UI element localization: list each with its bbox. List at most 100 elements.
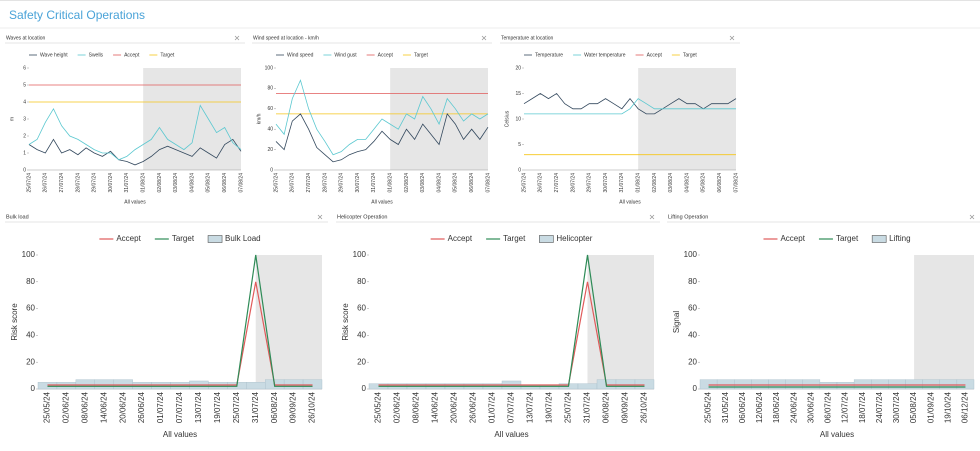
legend-label: Wind gust — [334, 52, 357, 58]
y-tick-label: 0 — [31, 384, 36, 393]
x-tick-label: 13/07/24 — [526, 391, 535, 423]
legend-swatch — [871, 235, 887, 243]
y-tick-label: 5 — [518, 142, 521, 148]
legend-label: Target — [414, 52, 429, 58]
y-axis-label: Risk score — [10, 303, 19, 341]
y-tick-label: 6 — [23, 65, 26, 71]
y-tick-label: 60 — [267, 106, 273, 112]
x-tick-label: 02/06/24 — [393, 391, 402, 423]
x-axis-label: All values — [494, 430, 528, 439]
x-tick-label: 05/08/24 — [701, 173, 707, 193]
x-tick-label: 01/09/24 — [926, 391, 935, 423]
forecast-shade — [914, 255, 974, 389]
legend-swatch — [207, 235, 223, 243]
y-tick-label: 3 — [23, 116, 26, 122]
x-tick-label: 28/07/24 — [75, 173, 81, 193]
bar — [208, 382, 228, 390]
x-tick-label: 25/07/24 — [564, 391, 573, 423]
x-tick-label: 13/07/24 — [194, 391, 203, 423]
y-tick-label: 0 — [23, 167, 26, 173]
close-icon[interactable] — [729, 35, 735, 41]
x-tick-label: 05/08/24 — [453, 173, 459, 193]
y-tick-label: 20 — [267, 147, 273, 153]
legend-swatch — [539, 235, 554, 243]
x-tick-label: 26/10/24 — [308, 391, 317, 423]
x-tick-label: 20/06/24 — [450, 391, 459, 423]
series-line — [47, 281, 313, 386]
bar — [802, 379, 821, 390]
legend-label: Water temperature — [584, 52, 626, 58]
x-tick-label: 08/06/24 — [80, 391, 89, 423]
x-axis-label: All values — [124, 199, 146, 205]
y-tick-label: 0 — [518, 167, 521, 173]
y-tick-label: 4 — [23, 99, 26, 105]
y-tick-label: 80 — [688, 277, 697, 286]
x-tick-label: 14/06/24 — [431, 391, 440, 423]
x-tick-label: 25/05/24 — [43, 391, 52, 423]
bar — [734, 379, 752, 390]
x-tick-label: 27/07/24 — [554, 173, 560, 193]
page-title: Safety Critical Operations — [9, 8, 145, 22]
x-tick-label: 31/07/24 — [583, 391, 592, 423]
close-icon[interactable] — [969, 214, 975, 220]
x-tick-label: 24/07/24 — [875, 391, 884, 423]
panel-title: Wind speed at location - km/h — [253, 35, 319, 41]
bar — [699, 379, 718, 390]
bar — [151, 382, 171, 390]
x-tick-label: 03/08/24 — [420, 173, 426, 193]
legend-label: Temperature — [535, 52, 563, 58]
x-tick-label: 29/07/24 — [587, 173, 593, 193]
y-tick-label: 100 — [265, 65, 274, 71]
x-tick-label: 18/06/24 — [772, 391, 781, 423]
x-tick-label: 26/07/24 — [290, 173, 296, 193]
y-axis-label: Signal — [672, 311, 681, 333]
y-tick-label: 20 — [26, 357, 35, 366]
close-icon[interactable] — [317, 214, 323, 220]
y-axis-label: m — [9, 117, 15, 121]
x-tick-label: 07/08/24 — [733, 173, 739, 193]
y-tick-label: 40 — [688, 331, 697, 340]
close-icon[interactable] — [649, 214, 655, 220]
close-icon[interactable] — [481, 35, 487, 41]
x-tick-label: 28/07/24 — [322, 173, 328, 193]
x-tick-label: 18/07/24 — [858, 391, 867, 423]
bar — [283, 379, 304, 390]
y-tick-label: 60 — [357, 304, 366, 313]
legend-label: Accept — [124, 52, 140, 58]
x-tick-label: 25/07/24 — [521, 173, 527, 193]
y-tick-label: 0 — [693, 384, 698, 393]
x-tick-label: 02/08/24 — [404, 173, 410, 193]
x-tick-label: 25/07/24 — [26, 173, 32, 193]
panel-title: Bulk load — [6, 214, 29, 220]
x-tick-label: 06/08/24 — [717, 173, 723, 193]
y-tick-label: 80 — [357, 277, 366, 286]
close-icon[interactable] — [234, 35, 240, 41]
y-tick-label: 0 — [270, 167, 273, 173]
bar — [888, 379, 906, 390]
x-tick-label: 06/12/24 — [961, 391, 970, 423]
x-tick-label: 31/07/24 — [124, 173, 130, 193]
bar — [785, 379, 803, 390]
y-tick-label: 60 — [26, 304, 35, 313]
bar — [302, 379, 323, 390]
bar — [939, 379, 958, 390]
x-tick-label: 08/06/24 — [412, 391, 421, 423]
x-tick-label: 06/07/24 — [824, 391, 833, 423]
series-line — [275, 79, 489, 156]
legend-label: Target — [160, 52, 175, 58]
x-tick-label: 27/07/24 — [306, 173, 312, 193]
bar — [768, 379, 786, 390]
x-tick-label: 27/07/24 — [59, 173, 65, 193]
forecast-shade — [587, 255, 654, 389]
legend-label: Helicopter — [556, 234, 592, 243]
x-tick-label: 12/06/24 — [755, 391, 764, 423]
bar — [56, 382, 77, 390]
x-tick-label: 31/07/24 — [251, 391, 260, 423]
x-tick-label: 26/10/24 — [640, 391, 649, 423]
y-tick-label: 100 — [684, 250, 698, 259]
x-tick-label: 05/08/24 — [206, 173, 212, 193]
bar — [539, 384, 560, 390]
x-tick-label: 19/10/24 — [943, 391, 952, 423]
y-tick-label: 0 — [362, 384, 367, 393]
x-tick-label: 24/06/24 — [789, 391, 798, 423]
